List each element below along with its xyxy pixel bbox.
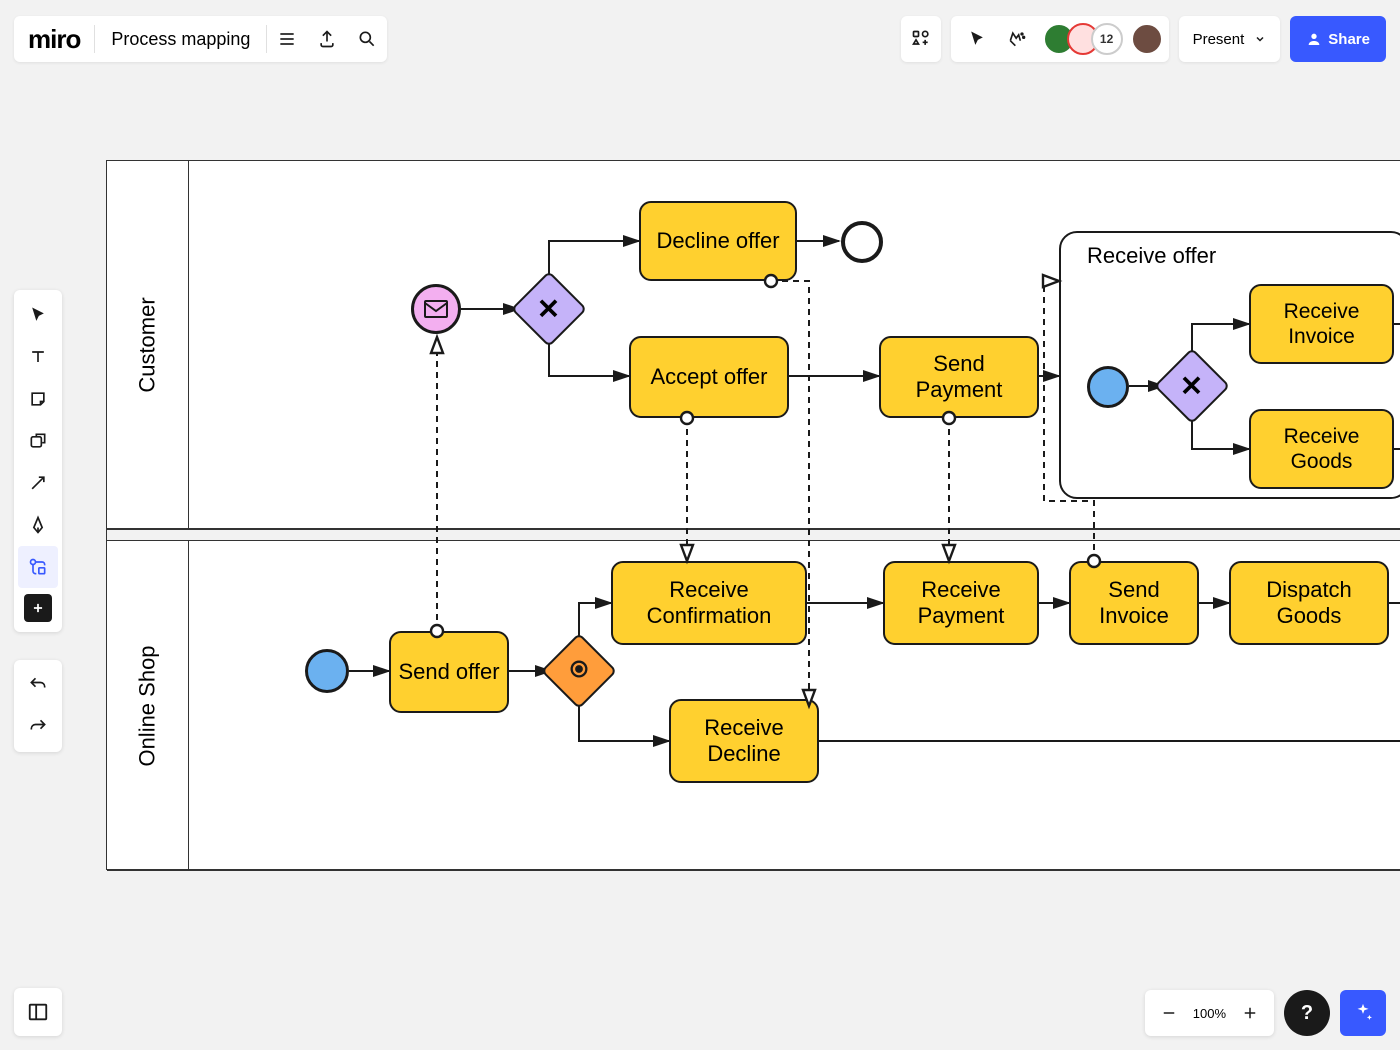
pen-tool[interactable] (18, 504, 58, 546)
task-decline-offer[interactable]: Decline offer (639, 201, 797, 281)
more-tools-button[interactable] (24, 594, 52, 622)
arrow-tool[interactable] (18, 462, 58, 504)
cursor-icon[interactable] (957, 19, 997, 59)
chevron-down-icon (1254, 33, 1266, 45)
person-icon (1306, 31, 1322, 47)
apps-button[interactable] (901, 16, 941, 62)
undo-redo-group (14, 660, 62, 752)
lane-separator (107, 529, 1400, 541)
task-receive-goods[interactable]: Receive Goods (1249, 409, 1394, 489)
zoom-out-button[interactable] (1151, 993, 1187, 1033)
complex-gateway[interactable] (552, 644, 606, 698)
menu-icon[interactable] (267, 19, 307, 59)
share-button[interactable]: Share (1290, 16, 1386, 62)
subprocess-label: Receive offer (1087, 243, 1216, 269)
avatar-stack[interactable]: 12 (1043, 23, 1123, 55)
reactions-icon[interactable] (997, 19, 1037, 59)
help-button[interactable]: ? (1284, 990, 1330, 1036)
end-event[interactable] (841, 221, 883, 263)
undo-button[interactable] (18, 664, 58, 706)
lane-label: Customer (107, 161, 189, 528)
current-user-avatar[interactable] (1131, 23, 1163, 55)
collab-tools: 12 (951, 16, 1169, 62)
zoom-controls: 100% (1145, 990, 1274, 1036)
bottom-right-group: 100% ? (1145, 990, 1386, 1036)
task-send-payment[interactable]: Send Payment (879, 336, 1039, 418)
ai-button[interactable] (1340, 990, 1386, 1036)
top-right-group: 12 Present Share (901, 16, 1386, 62)
task-dispatch-goods[interactable]: Dispatch Goods (1229, 561, 1389, 645)
lane-content: ✕ Decline offer Accept offer Send Paymen… (189, 161, 1400, 528)
message-start-event[interactable] (411, 284, 461, 334)
task-receive-decline[interactable]: Receive Decline (669, 699, 819, 783)
task-send-offer[interactable]: Send offer (389, 631, 509, 713)
select-tool[interactable] (18, 294, 58, 336)
search-icon[interactable] (347, 19, 387, 59)
sticky-note-tool[interactable] (18, 378, 58, 420)
exclusive-gateway[interactable]: ✕ (522, 282, 576, 336)
lane-content: Send offer Receive Confirmation Receive … (189, 541, 1400, 870)
left-toolbar (14, 290, 62, 632)
export-icon[interactable] (307, 19, 347, 59)
start-event[interactable] (1087, 366, 1129, 408)
redo-button[interactable] (18, 706, 58, 748)
shape-tool[interactable] (18, 420, 58, 462)
zoom-level[interactable]: 100% (1187, 1006, 1232, 1021)
task-send-invoice[interactable]: Send Invoice (1069, 561, 1199, 645)
text-tool[interactable] (18, 336, 58, 378)
task-accept-offer[interactable]: Accept offer (629, 336, 789, 418)
share-label: Share (1328, 31, 1370, 48)
frames-panel-button[interactable] (14, 988, 62, 1036)
parallel-gateway[interactable]: ✕ (1165, 359, 1219, 413)
lane-customer: Customer (107, 161, 1400, 529)
task-receive-confirmation[interactable]: Receive Confirmation (611, 561, 807, 645)
board-title[interactable]: Process mapping (95, 29, 266, 50)
task-receive-invoice[interactable]: Receive Invoice (1249, 284, 1394, 364)
avatar-count[interactable]: 12 (1091, 23, 1123, 55)
start-event[interactable] (305, 649, 349, 693)
task-receive-payment[interactable]: Receive Payment (883, 561, 1039, 645)
diagram-tool[interactable] (18, 546, 58, 588)
bpmn-canvas[interactable]: Customer (106, 160, 1400, 870)
zoom-in-button[interactable] (1232, 993, 1268, 1033)
logo[interactable]: miro (14, 24, 94, 55)
present-label: Present (1193, 31, 1245, 48)
envelope-icon (424, 300, 448, 318)
lane-label: Online Shop (107, 541, 189, 870)
top-left-group: miro Process mapping (14, 16, 387, 62)
present-button[interactable]: Present (1179, 16, 1281, 62)
top-bar: miro Process mapping 12 (14, 14, 1386, 64)
lane-online-shop: Online Shop (107, 541, 1400, 871)
